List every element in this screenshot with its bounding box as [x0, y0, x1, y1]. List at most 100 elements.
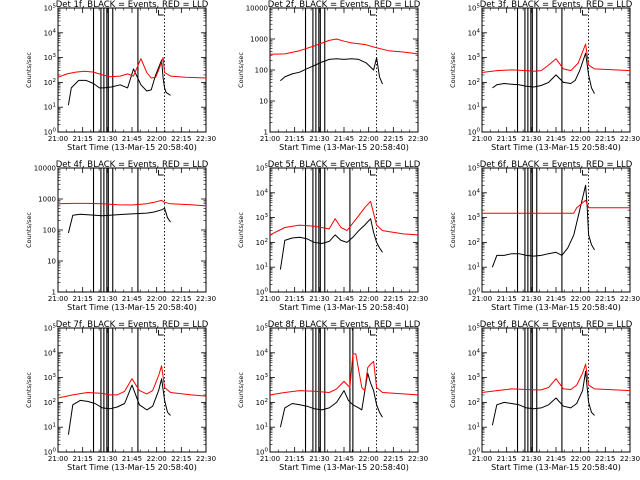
x-tick-label: 21:00	[48, 455, 68, 463]
y-tick-label: 100	[256, 448, 269, 457]
y-tick-label: 103	[44, 53, 57, 62]
detector-panel-8: Det 8f, BLACK = Events, RED = LLD 100 101 1…	[237, 320, 428, 472]
x-tick-label: 21:00	[260, 295, 280, 303]
x-tick-label: 21:30	[521, 135, 541, 143]
lld-series-line	[269, 353, 419, 396]
panel-title: Det 7f, BLACK = Events, RED = LLD	[56, 320, 209, 330]
x-tick-label: 21:45	[546, 135, 566, 143]
y-tick-label: 10	[47, 258, 56, 266]
y-tick-label: 100	[44, 448, 57, 457]
y-tick-label: 1	[264, 129, 268, 137]
x-tick-label: 21:45	[546, 455, 566, 463]
lld-series-line	[269, 200, 419, 236]
x-tick-label: 22:00	[359, 295, 379, 303]
y-tick-label: 104	[44, 348, 57, 357]
y-tick-label: 102	[468, 78, 480, 87]
plot-frame	[57, 327, 207, 453]
y-tick-label: 101	[468, 423, 480, 432]
y-tick-label: 102	[256, 238, 268, 247]
interval-bracket-marker	[582, 10, 588, 16]
y-tick-label: 103	[468, 53, 481, 62]
x-tick-label: 21:30	[97, 295, 117, 303]
y-tick-label: 101	[256, 263, 268, 272]
detector-panel-4: Det 4f, BLACK = Events, RED = LLD 1 10 100 1…	[25, 160, 216, 312]
events-series-line	[67, 378, 171, 435]
x-tick-label: 21:45	[334, 295, 354, 303]
x-tick-label: 21:15	[73, 135, 93, 143]
x-tick-label: 22:00	[359, 135, 379, 143]
y-tick-label: 102	[44, 398, 56, 407]
x-axis-label: Start Time (13-Mar-15 20:58:40)	[279, 303, 409, 312]
y-axis-label: Counts/sec	[449, 372, 457, 408]
interval-bracket-marker	[158, 170, 164, 176]
x-tick-label: 22:30	[408, 295, 428, 303]
interval-bracket-marker	[370, 330, 376, 336]
events-series-line	[492, 52, 595, 94]
x-tick-label: 22:00	[571, 455, 591, 463]
y-tick-label: 100	[255, 67, 268, 75]
lld-series-line	[481, 363, 631, 393]
y-tick-label: 101	[256, 423, 268, 432]
interval-bracket-marker	[582, 330, 588, 336]
y-tick-label: 105	[468, 324, 481, 333]
x-tick-label: 21:15	[285, 455, 305, 463]
lld-series-line	[482, 199, 630, 214]
y-tick-label: 10000	[246, 5, 268, 13]
x-axis-label: Start Time (13-Mar-15 20:58:40)	[279, 463, 409, 472]
x-axis-label: Start Time (13-Mar-15 20:58:40)	[491, 143, 621, 152]
plot-frame	[481, 167, 631, 293]
x-axis-label: Start Time (13-Mar-15 20:58:40)	[491, 303, 621, 312]
y-axis-label: Counts/sec	[237, 372, 245, 408]
x-tick-label: 22:30	[196, 295, 216, 303]
lld-series-line	[57, 57, 207, 79]
y-tick-label: 100	[43, 227, 56, 235]
y-tick-label: 100	[44, 128, 57, 137]
interval-bracket-marker	[370, 10, 376, 16]
y-tick-label: 102	[256, 398, 268, 407]
x-tick-label: 21:45	[122, 135, 142, 143]
x-tick-label: 22:00	[571, 135, 591, 143]
x-tick-label: 22:30	[408, 135, 428, 143]
y-tick-label: 101	[44, 103, 56, 112]
x-tick-label: 22:00	[147, 295, 167, 303]
y-tick-label: 1000	[38, 196, 56, 204]
x-tick-label: 22:15	[171, 295, 191, 303]
x-tick-label: 21:30	[521, 295, 541, 303]
x-axis-label: Start Time (13-Mar-15 20:58:40)	[67, 303, 197, 312]
plot-frame	[269, 7, 419, 133]
detector-panel-2: Det 2f, BLACK = Events, RED = LLD 1 10 100 1…	[237, 0, 428, 152]
x-tick-label: 21:00	[48, 295, 68, 303]
y-tick-label: 104	[256, 188, 269, 197]
x-tick-label: 21:15	[285, 295, 305, 303]
panel-title: Det 2f, BLACK = Events, RED = LLD	[268, 0, 421, 10]
x-tick-label: 22:00	[147, 455, 167, 463]
x-tick-label: 21:00	[260, 455, 280, 463]
x-tick-label: 21:45	[334, 455, 354, 463]
panel-title: Det 3f, BLACK = Events, RED = LLD	[480, 0, 633, 10]
panel-title: Det 1f, BLACK = Events, RED = LLD	[56, 0, 209, 10]
x-tick-label: 22:15	[595, 295, 615, 303]
detector-panel-5: Det 5f, BLACK = Events, RED = LLD 100 101 1…	[237, 160, 428, 312]
plot-frame	[269, 327, 419, 453]
x-tick-label: 21:30	[521, 455, 541, 463]
detector-panel-6: Det 6f, BLACK = Events, RED = LLD 100 101 1…	[449, 160, 640, 312]
x-tick-label: 21:45	[122, 455, 142, 463]
y-axis-label: Counts/sec	[25, 212, 33, 248]
y-axis-label: Counts/sec	[237, 212, 245, 248]
y-tick-label: 10000	[34, 165, 56, 173]
x-tick-label: 21:15	[73, 455, 93, 463]
events-series-line	[279, 218, 383, 270]
x-tick-label: 22:15	[595, 135, 615, 143]
interval-bracket-marker	[158, 330, 164, 336]
x-tick-label: 22:00	[571, 295, 591, 303]
panel-title: Det 5f, BLACK = Events, RED = LLD	[268, 160, 421, 170]
panel-title: Det 8f, BLACK = Events, RED = LLD	[268, 320, 421, 330]
x-tick-label: 22:30	[196, 135, 216, 143]
panel-title: Det 9f, BLACK = Events, RED = LLD	[480, 320, 633, 330]
y-tick-label: 104	[468, 28, 481, 37]
y-tick-label: 105	[468, 164, 481, 173]
x-tick-label: 22:00	[359, 455, 379, 463]
x-axis-label: Start Time (13-Mar-15 20:58:40)	[67, 463, 197, 472]
x-tick-label: 21:00	[48, 135, 68, 143]
interval-bracket-marker	[158, 10, 164, 16]
